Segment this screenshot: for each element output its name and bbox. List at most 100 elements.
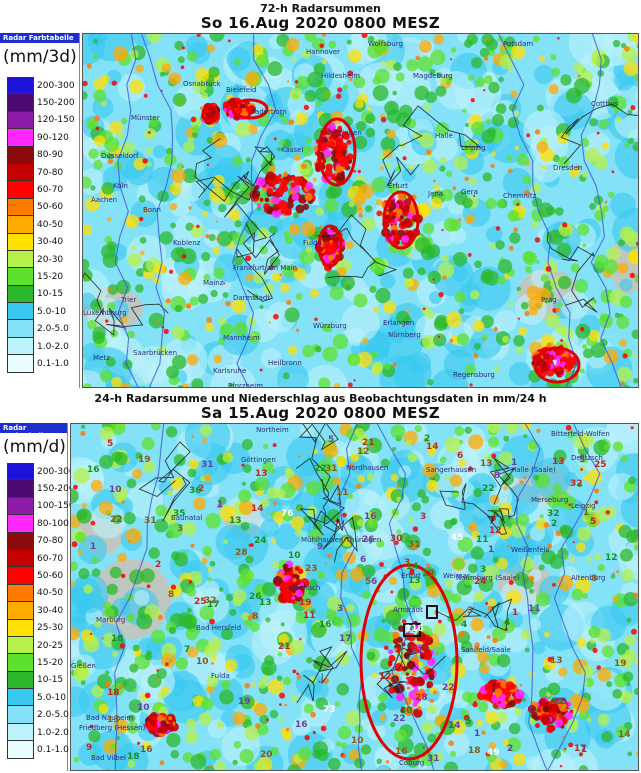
- observation-value: 26: [249, 592, 262, 602]
- bottom-subtitle-date: Sa 15.Aug 2020 0800 MESZ: [201, 404, 440, 422]
- city-label-chemnitz: Chemnitz: [503, 192, 537, 200]
- observation-value: 24: [254, 536, 267, 546]
- legend-row: 5.0-10: [7, 303, 75, 321]
- legend-label: 2.0-5.0: [37, 324, 69, 335]
- observation-value: 11: [336, 488, 349, 498]
- city-label-erfurt: Erfurt: [388, 182, 408, 190]
- legend-swatch: [7, 77, 34, 95]
- observation-value: 22: [110, 515, 123, 525]
- city-label-saalfeld: Saalfeld/Saale: [461, 646, 511, 654]
- city-label-badhersfeld: Bad Hersfeld: [196, 624, 242, 632]
- city-label-weimar: Weimar: [443, 572, 470, 580]
- bottom-panel-24h: 24-h Radarsumme und Niederschlag aus Beo…: [0, 390, 641, 773]
- observation-value: 11: [528, 604, 541, 614]
- city-label-nordhausen: Nordhausen: [346, 464, 389, 472]
- legend-row: 10-15: [7, 285, 75, 304]
- legend-swatch: [7, 723, 34, 742]
- observation-value: 11: [476, 535, 489, 545]
- top-radar-field: [83, 34, 638, 387]
- city-label-baunatal: Baunatal: [171, 514, 203, 522]
- city-label-bonn: Bonn: [143, 206, 161, 214]
- observation-value: 36: [189, 486, 202, 496]
- legend-row: 1.0-2.0: [7, 337, 75, 356]
- observation-value: 4: [504, 618, 511, 628]
- legend-swatch: [7, 337, 34, 356]
- observation-value: 18: [111, 634, 124, 644]
- observation-value: 10: [109, 485, 122, 495]
- city-label-leipzig: Leipzig: [571, 502, 596, 510]
- legend-row: 150-200: [7, 480, 75, 498]
- top-subtitle-date: So 16.Aug 2020 0800 MESZ: [200, 14, 441, 32]
- highlight-circle: [317, 224, 343, 268]
- city-label-potsdam: Potsdam: [503, 40, 534, 48]
- observation-value: 9: [317, 542, 324, 552]
- observation-value: 3: [467, 606, 474, 616]
- city-label-muehlhausen: Mühlhausen/Thüringen: [301, 536, 382, 544]
- legend-row: 90-120: [7, 129, 75, 147]
- legend-row: 50-60: [7, 567, 75, 585]
- top-legend-rows: 200-300 150-200 120-150 90-120 80-90 70-80 60-…: [7, 77, 75, 373]
- legend-label: 30-40: [37, 237, 64, 248]
- observation-value: 12: [489, 526, 502, 536]
- city-label-magdeburg: Magdeburg: [413, 72, 453, 80]
- top-legend: Radar Farbtabelle (mm/3d) 200-300 150-200…: [0, 33, 80, 388]
- legend-label: 50-60: [37, 202, 64, 213]
- legend-row: 0.1-1.0: [7, 355, 75, 373]
- observation-value: 12: [605, 553, 618, 563]
- observation-value: 13: [255, 469, 268, 479]
- city-label-pforzheim: Pforzheim: [228, 382, 264, 388]
- observation-value: 5: [328, 435, 335, 445]
- observation-value: 30: [400, 706, 413, 716]
- city-label-arnstadt: Arnstadt: [393, 606, 423, 614]
- legend-row: 10-15: [7, 671, 75, 690]
- city-label-koblenz: Koblenz: [173, 239, 201, 247]
- legend-label: 10-15: [37, 675, 64, 686]
- observation-value: 49: [487, 748, 500, 758]
- observation-value: 13: [229, 516, 242, 526]
- observation-value: 16: [87, 465, 100, 475]
- observation-value: 32: [204, 596, 217, 606]
- legend-swatch: [7, 515, 34, 533]
- city-label-altenburg: Altenburg: [571, 574, 606, 582]
- top-legend-header: Radar Farbtabelle: [0, 33, 79, 43]
- legend-label: 200-300: [37, 466, 75, 477]
- observation-value: 1: [512, 608, 519, 618]
- city-label-mannheim: Mannheim: [223, 334, 260, 342]
- observation-value: 14: [251, 504, 264, 514]
- legend-swatch: [7, 741, 34, 759]
- observation-value: 22: [393, 714, 406, 724]
- observation-value: 16: [295, 720, 308, 730]
- highlight-circle: [359, 563, 459, 761]
- legend-swatch: [7, 636, 34, 655]
- bottom-title-block: 24-h Radarsumme und Niederschlag aus Beo…: [0, 392, 641, 422]
- legend-swatch: [7, 584, 34, 603]
- observation-value: 16: [364, 512, 377, 522]
- city-label-giessen: Gießen: [71, 662, 96, 670]
- legend-swatch: [7, 94, 34, 112]
- city-label-merseburg: Merseburg: [531, 496, 569, 504]
- observation-value: 13: [107, 715, 120, 725]
- legend-label: 0.1-1.0: [37, 744, 69, 755]
- observation-value: 28: [415, 693, 428, 703]
- legend-swatch: [7, 181, 34, 199]
- city-label-osnabrueck: Osnabrück: [183, 80, 221, 88]
- city-label-frankfurt: Frankfurt am Main: [233, 264, 297, 272]
- city-label-bitterfeld: Bitterfeld-Wolfen: [551, 430, 610, 438]
- legend-swatch: [7, 549, 34, 568]
- observation-value: 1: [583, 508, 590, 518]
- observation-value: 5: [590, 517, 597, 527]
- highlight-circle: [317, 117, 357, 187]
- bottom-radar-field: [71, 424, 638, 770]
- legend-row: 150-200: [7, 94, 75, 112]
- legend-label: 1.0-2.0: [37, 341, 69, 352]
- highlight-circle: [201, 104, 219, 124]
- legend-row: 60-70: [7, 181, 75, 199]
- legend-label: 10-15: [37, 289, 64, 300]
- legend-label: 5.0-10: [37, 306, 67, 317]
- observation-value: 1: [511, 458, 518, 468]
- station-marker-box: [426, 605, 438, 619]
- observation-value: 10: [196, 657, 209, 667]
- bottom-radar-map: Northeim Bitterfeld-Wolfen Göttingen Nordha…: [70, 423, 639, 771]
- observation-value: 1: [488, 545, 495, 555]
- city-label-gera: Gera: [461, 188, 478, 196]
